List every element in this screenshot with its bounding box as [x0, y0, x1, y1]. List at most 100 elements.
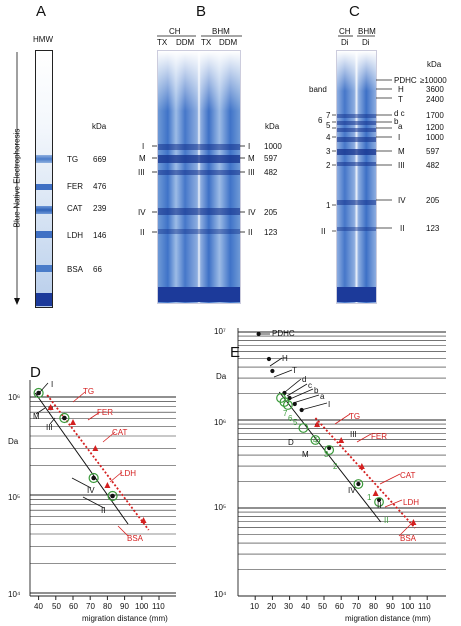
- marker-label-tg: TG: [67, 155, 79, 164]
- d-green-circle: [107, 490, 118, 502]
- e-label-cat: CAT: [400, 471, 416, 480]
- e-label-a: a: [320, 392, 325, 401]
- complex-kda-ii: 123: [264, 228, 278, 237]
- gel-band-3: [337, 149, 376, 155]
- complex-c-dc-kda: 1700: [426, 111, 444, 120]
- e-marker-triangle: [358, 463, 365, 469]
- e-leader-line: [398, 523, 412, 537]
- band-num-ii: II: [321, 227, 326, 236]
- e-data-point: [256, 331, 261, 337]
- band-num-4: 4: [326, 133, 331, 142]
- e-fit-line-red: [314, 417, 416, 529]
- e-data-point: [376, 497, 382, 503]
- complex-c-b: b: [394, 117, 399, 126]
- panel-b-gel: [157, 50, 241, 304]
- marker-kda-ldh: 146: [93, 231, 107, 240]
- marker-label-cat: CAT: [67, 204, 83, 213]
- complex-c-h: H: [398, 85, 404, 94]
- panel-b-unit: kDa: [265, 122, 280, 131]
- complex-kda-iii: 482: [264, 168, 278, 177]
- gel-band-bsa: [36, 265, 52, 272]
- complex-c-pdhc: PDHC: [394, 76, 417, 85]
- panel-b-lane-3: TX: [201, 38, 212, 47]
- panel-a-letter: A: [36, 3, 47, 20]
- gel-smear-top: [337, 51, 376, 91]
- panel-d-letter: D: [30, 364, 41, 381]
- gel-band-i: [158, 144, 240, 150]
- panel-a-gel-lane: [35, 50, 53, 308]
- d-data-point: [36, 390, 41, 396]
- e-label-c: c: [308, 381, 312, 390]
- panel-e-x-tick-50: 50: [318, 602, 327, 611]
- e-leader-line: [300, 402, 328, 411]
- d-label-cat: CAT: [112, 428, 128, 437]
- marker-kda-tg: 669: [93, 155, 107, 164]
- e-label-tg: TG: [349, 412, 361, 421]
- d-label-iv: IV: [87, 486, 95, 495]
- e-data-point: [327, 445, 332, 451]
- gel-front: [158, 287, 240, 302]
- complex-c-ii: II: [400, 224, 405, 233]
- panel-d-y-tick-6: 10⁶: [8, 393, 21, 402]
- panel-e-x-tick-110: 110: [418, 602, 431, 611]
- panel-b-group-bhm: BHM: [212, 27, 230, 36]
- complex-kda-iv: 205: [264, 208, 278, 217]
- panel-e-x-tick-40: 40: [301, 602, 310, 611]
- e-band-num-5: 5: [293, 418, 298, 427]
- complex-left-ii: II: [140, 228, 145, 237]
- e-label-fer: FER: [371, 432, 387, 441]
- panel-d-x-tick-100: 100: [135, 602, 149, 611]
- e-label-d: d: [302, 375, 307, 384]
- d-green-circle: [59, 412, 70, 424]
- e-data-point: [270, 368, 275, 374]
- complex-right-i: I: [248, 142, 251, 151]
- panel-c-letter: C: [349, 3, 360, 20]
- e-label-d2: D: [288, 438, 294, 447]
- panel-d-x-tick-60: 60: [69, 602, 78, 611]
- d-data-point: [91, 475, 96, 481]
- d-marker-triangle: [47, 404, 54, 410]
- e-label-m: M: [302, 450, 309, 459]
- gel-band-1: [337, 200, 376, 205]
- d-marker-triangle: [140, 517, 147, 523]
- complex-c-a-kda: 1200: [426, 123, 444, 132]
- panel-c-unit: kDa: [427, 60, 442, 69]
- e-green-circle: [310, 435, 321, 445]
- e-label-ii: II: [377, 501, 382, 510]
- panel-e-x-tick-90: 90: [386, 602, 395, 611]
- panel-c-band-label: band: [309, 85, 327, 94]
- d-leader-line: [72, 391, 86, 403]
- gel-band-tg: [36, 155, 52, 163]
- complex-c-iv: IV: [398, 196, 406, 205]
- e-label-iv: IV: [348, 486, 356, 495]
- panel-c-group-ch: CH: [339, 27, 351, 36]
- d-marker-triangle: [70, 419, 76, 425]
- complex-left-iv: IV: [138, 208, 146, 217]
- complex-right-ii: II: [248, 228, 253, 237]
- panel-e-x-label: migration distance (mm): [345, 614, 431, 623]
- d-label-tg: TG: [83, 387, 95, 396]
- band-num-1: 1: [326, 201, 331, 210]
- complex-left-m: M: [139, 154, 146, 163]
- panel-a-unit: kDa: [92, 122, 107, 131]
- e-marker-triangle: [410, 519, 417, 525]
- panel-d-x-tick-110: 110: [152, 602, 165, 611]
- d-label-iii: III: [46, 423, 53, 432]
- gel-band-iii: [158, 170, 240, 175]
- complex-right-m: M: [248, 154, 255, 163]
- d-leader-line: [82, 496, 105, 509]
- complex-left-iii: III: [138, 168, 145, 177]
- panel-d-x-tick-50: 50: [52, 602, 61, 611]
- d-leader-line: [102, 431, 116, 443]
- d-leader-line: [35, 407, 46, 415]
- e-green-circle: [324, 445, 335, 455]
- panel-e-x-tick-60: 60: [335, 602, 344, 611]
- d-leader-line: [49, 417, 56, 425]
- e-label-i: I: [328, 400, 331, 409]
- e-leader-line: [292, 394, 320, 404]
- e-green-circle: [353, 479, 364, 489]
- e-data-point: [356, 481, 361, 487]
- panel-d-x-tick-70: 70: [86, 602, 95, 611]
- panel-d-x-tick-80: 80: [103, 602, 112, 611]
